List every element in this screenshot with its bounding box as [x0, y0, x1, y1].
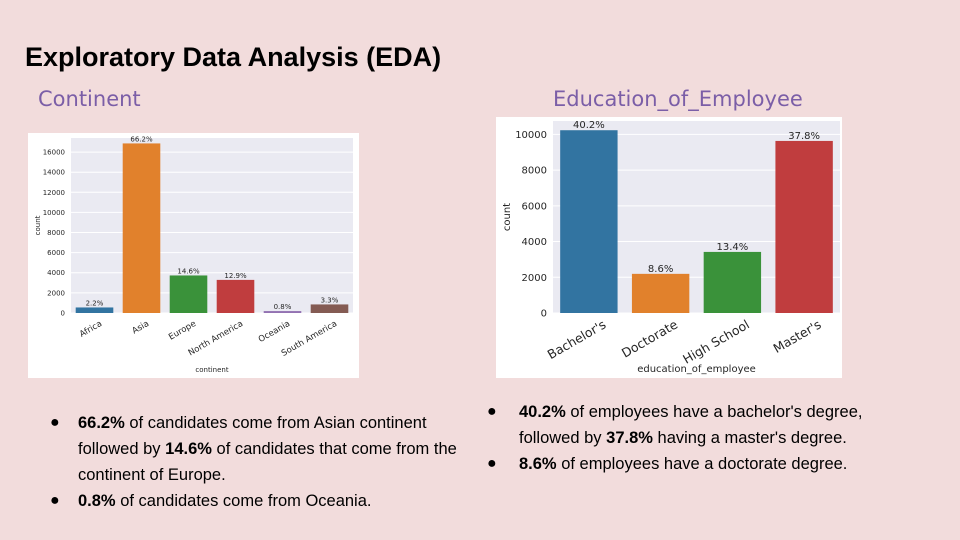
y-tick-label: 0	[541, 309, 547, 320]
x-tick-label: Doctorate	[619, 316, 681, 360]
y-axis-label: count	[34, 215, 42, 235]
slide-title: Exploratory Data Analysis (EDA)	[25, 42, 442, 72]
y-tick-label: 2000	[522, 273, 547, 284]
bullet-dot: ●	[487, 403, 497, 420]
data-label: 8.6%	[648, 264, 673, 275]
x-tick-label: High School	[680, 317, 752, 367]
y-tick-label: 10000	[515, 130, 547, 141]
education-bullets: ● 40.2% of employees have a bachelor's de…	[487, 399, 927, 477]
continent-subtitle: Continent	[38, 87, 141, 111]
bullet-dot: ●	[50, 492, 60, 509]
data-label: 14.6%	[177, 267, 200, 275]
x-tick-label: Bachelor's	[545, 317, 609, 362]
bar-asia	[122, 143, 161, 313]
y-tick-label: 6000	[47, 249, 65, 257]
y-tick-label: 12000	[43, 189, 65, 197]
x-tick-label: Europe	[167, 319, 198, 343]
bar-master-s	[775, 140, 833, 313]
bullet-item: ● 40.2% of employees have a bachelor's de…	[487, 399, 927, 451]
bullet-bold: 40.2%	[519, 403, 566, 421]
education-subtitle: Education_of_Employee	[553, 87, 803, 111]
y-tick-label: 4000	[522, 237, 547, 248]
bullet-bold: 0.8%	[78, 492, 116, 510]
continent-bullets: ● 66.2% of candidates come from Asian con…	[50, 410, 470, 514]
education-chart: 0 2000 4000 6000 8000 10000 40.2% Bachelor's 8.6…	[502, 120, 840, 375]
data-label: 40.2%	[573, 120, 605, 131]
bullet-bold: 66.2%	[78, 414, 125, 432]
bullet-bold: 14.6%	[165, 440, 212, 458]
y-tick-label: 0	[61, 309, 65, 317]
x-tick-label: Africa	[78, 319, 104, 340]
data-label: 37.8%	[788, 131, 820, 142]
plot-area	[71, 138, 353, 313]
x-axis-label: education_of_employee	[637, 364, 756, 375]
x-tick-label: Oceania	[257, 319, 292, 345]
bullet-text: of candidates come from Asian continent …	[78, 414, 427, 458]
bullet-item: ● 8.6% of employees have a doctorate degr…	[487, 451, 927, 477]
bar-africa	[75, 307, 114, 313]
continent-chart: 0 2000 4000 6000 8000 10000 12000 14000 16000 2.2…	[34, 135, 353, 374]
data-label: 0.8%	[274, 303, 292, 311]
y-axis-label: count	[502, 203, 513, 231]
y-tick-label: 14000	[43, 169, 65, 177]
bullet-dot: ●	[50, 414, 60, 431]
bullet-text: of employees have a doctorate degree.	[556, 455, 848, 473]
bullet-item: ● 0.8% of candidates come from Oceania.	[50, 488, 470, 514]
bullet-text: having a master's degree.	[652, 429, 847, 447]
bar-north-america	[216, 279, 255, 313]
bar-oceania	[263, 311, 302, 313]
bar-doctorate	[631, 273, 690, 313]
x-tick-label: Master's	[771, 317, 824, 356]
y-tick-label: 2000	[47, 289, 65, 297]
y-tick-label: 8000	[47, 229, 65, 237]
bar-high-school	[703, 251, 762, 313]
y-tick-label: 6000	[522, 201, 547, 212]
data-label: 66.2%	[130, 135, 153, 143]
bullet-item: ● 66.2% of candidates come from Asian con…	[50, 410, 470, 488]
y-tick-label: 16000	[43, 149, 65, 157]
bullet-text: of candidates that come from the contine…	[78, 440, 457, 484]
x-axis-label: continent	[195, 366, 228, 374]
bullet-bold: 8.6%	[519, 455, 557, 473]
bullet-text: of candidates come from Oceania.	[115, 492, 372, 510]
bar-south-america	[310, 304, 349, 313]
y-tick-label: 4000	[47, 269, 65, 277]
data-label: 3.3%	[321, 296, 339, 304]
education-chart-panel: 0 2000 4000 6000 8000 10000 40.2% Bachelor's 8.6…	[496, 117, 842, 378]
data-label: 13.4%	[716, 242, 748, 253]
continent-chart-panel: 0 2000 4000 6000 8000 10000 12000 14000 16000 2.2…	[28, 133, 359, 378]
bullet-text: of employees have a bachelor's degree, f…	[519, 403, 863, 447]
x-tick-label: Asia	[131, 319, 151, 337]
y-tick-label: 10000	[43, 209, 65, 217]
data-label: 12.9%	[224, 272, 247, 280]
bar-bachelor-s	[560, 130, 618, 313]
data-label: 2.2%	[86, 299, 104, 307]
y-tick-label: 8000	[522, 166, 547, 177]
bullet-bold: 37.8%	[606, 429, 653, 447]
bar-europe	[169, 275, 208, 313]
bullet-dot: ●	[487, 455, 497, 472]
